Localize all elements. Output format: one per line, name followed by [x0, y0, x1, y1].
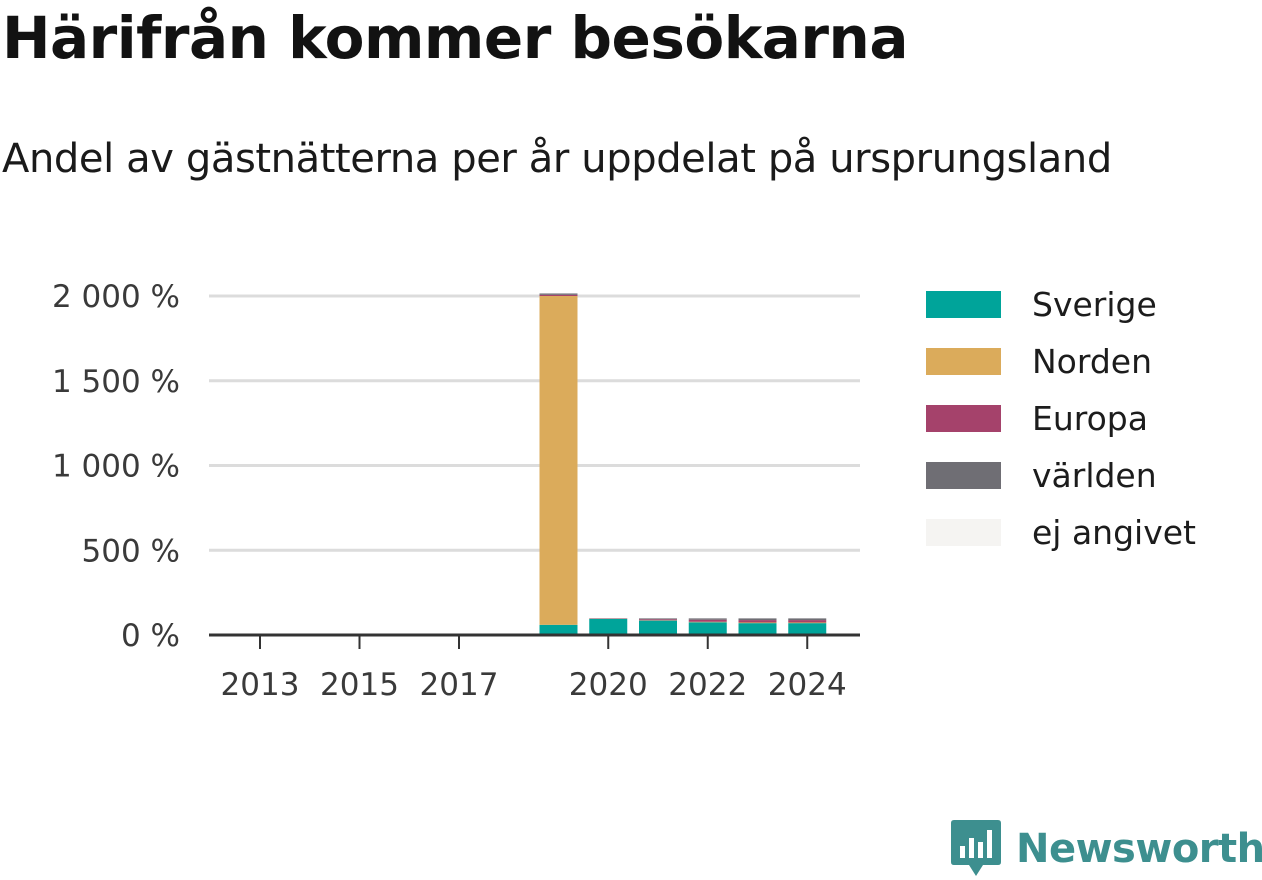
bar-segment: [739, 618, 777, 620]
bar-segment: [689, 622, 727, 635]
y-tick-label: 1 000 %: [52, 449, 180, 485]
legend-item-europa: Europa: [926, 390, 1196, 447]
bar-segment: [739, 622, 777, 623]
bar-segment: [788, 622, 826, 623]
x-tick-label: 2020: [569, 667, 648, 703]
legend-label: Europa: [1032, 399, 1148, 438]
bar-segment: [639, 621, 677, 635]
bar-segment: [540, 296, 578, 625]
legend-swatch: [926, 291, 1001, 318]
y-tick-label: 1 500 %: [52, 364, 180, 400]
bar-segment: [739, 620, 777, 622]
x-axis-ticks: 2013 2015 2017 2020 2022 2024: [221, 635, 847, 703]
x-tick-label: 2015: [320, 667, 399, 703]
legend-label: Sverige: [1032, 285, 1157, 324]
bar-segment: [540, 295, 578, 296]
bar-segment: [589, 619, 627, 635]
bar-segment: [639, 618, 677, 619]
legend-label: världen: [1032, 456, 1157, 495]
legend-item-norden: Norden: [926, 333, 1196, 390]
y-axis-ticks: 0 % 500 % 1 000 % 1 500 % 2 000 %: [52, 279, 180, 654]
legend-item-sverige: Sverige: [926, 276, 1196, 333]
bar-segment: [788, 620, 826, 622]
bar-segment: [540, 293, 578, 294]
x-tick-label: 2017: [420, 667, 499, 703]
legend-swatch: [926, 519, 1001, 546]
legend-label: ej angivet: [1032, 513, 1196, 552]
bar-segment: [689, 620, 727, 622]
legend-swatch: [926, 462, 1001, 489]
bar-segment: [739, 623, 777, 635]
bar-segment: [788, 618, 826, 620]
legend-swatch: [926, 405, 1001, 432]
legend-swatch: [926, 348, 1001, 375]
chart-gridlines: [209, 296, 860, 550]
y-tick-label: 500 %: [82, 533, 180, 569]
brand-name: Newsworthy: [1016, 826, 1262, 872]
newsworthy-logo: Newsworthy: [950, 818, 1262, 880]
y-tick-label: 0 %: [121, 618, 180, 654]
x-tick-label: 2024: [768, 667, 847, 703]
x-tick-label: 2022: [668, 667, 747, 703]
bar-segment: [639, 619, 677, 620]
legend-item-varlden: världen: [926, 447, 1196, 504]
legend-item-ej-angivet: ej angivet: [926, 504, 1196, 561]
chart-legend: Sverige Norden Europa världen ej angivet: [926, 276, 1196, 561]
bar-segment: [788, 623, 826, 635]
chart-speech-bubble-icon: [950, 818, 1002, 880]
bar-segment: [540, 625, 578, 635]
bar-segment: [689, 622, 727, 623]
x-tick-label: 2013: [221, 667, 300, 703]
legend-label: Norden: [1032, 342, 1152, 381]
y-tick-label: 2 000 %: [52, 279, 180, 315]
bar-segment: [689, 618, 727, 619]
